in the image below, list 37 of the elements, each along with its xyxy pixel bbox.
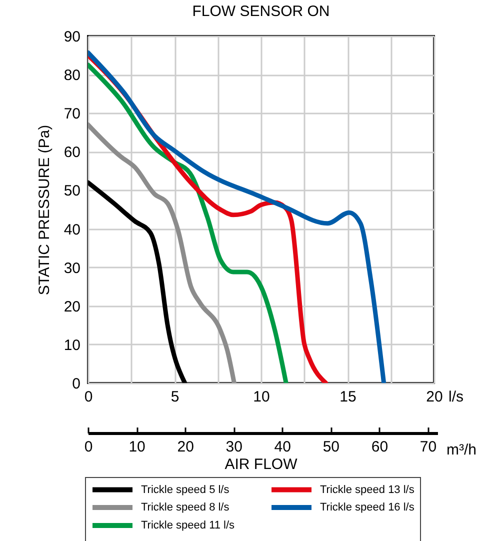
x2-axis-title: m³/h — [446, 442, 476, 458]
y-tick-label: 90 — [64, 28, 80, 46]
y-tick-label: 40 — [64, 221, 80, 238]
x2-tick-label: 40 — [274, 438, 291, 456]
line-series — [88, 122, 236, 383]
line-series — [88, 62, 288, 383]
y-tick-label: 60 — [64, 144, 80, 162]
x2-tick-label: 10 — [128, 438, 146, 456]
y-tick-label: 10 — [64, 336, 80, 354]
x2-tick-label: 30 — [226, 438, 242, 456]
x-tick-label: 0 — [84, 388, 93, 406]
x2-tick-label: 60 — [371, 438, 388, 456]
x2-tick-label: 70 — [420, 438, 437, 456]
x-axis-title: l/s — [448, 388, 464, 406]
x-tick-label: 15 — [340, 388, 356, 406]
x-tick-label: 10 — [253, 388, 270, 406]
legend-label: Trickle speed 11 l/s — [141, 520, 236, 532]
y-axis-title: STATIC PRESSURE (Pa) — [36, 124, 53, 296]
text: AIR FLOW — [224, 456, 298, 473]
legend-label: Trickle speed 16 l/s — [320, 502, 415, 514]
y-tick-label: 20 — [64, 298, 80, 316]
x2-tick-label: 50 — [322, 438, 340, 456]
line-series — [88, 50, 386, 383]
x2-tick-label: 0 — [84, 438, 93, 456]
y-tick-label: 0 — [72, 376, 80, 392]
y-tick-label: 70 — [64, 106, 80, 123]
chart-title: FLOW SENSOR ON — [192, 3, 330, 20]
legend-label: Trickle speed 8 l/s — [141, 502, 230, 514]
y-tick-label: 80 — [64, 67, 80, 84]
y-tick-label: 30 — [64, 260, 80, 277]
x-tick-label: 20 — [426, 388, 443, 406]
y-tick-label: 50 — [64, 182, 80, 200]
legend-label: Trickle speed 5 l/s — [141, 484, 230, 496]
x2-tick-label: 20 — [177, 438, 194, 456]
line-series — [88, 180, 188, 383]
legend-label: Trickle speed 13 l/s — [320, 484, 415, 496]
x-tick-label: 5 — [170, 388, 180, 406]
